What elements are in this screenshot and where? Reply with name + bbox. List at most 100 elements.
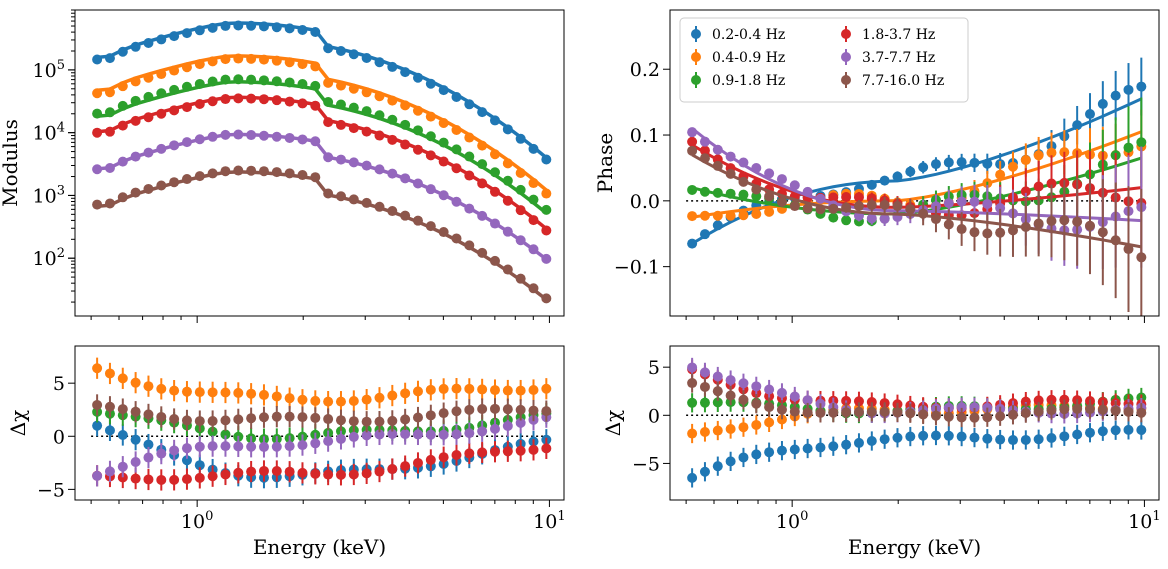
data-point xyxy=(956,157,967,168)
data-point xyxy=(207,22,218,33)
data-point xyxy=(1046,147,1057,158)
y-tick-label: 0.2 xyxy=(630,59,660,81)
data-point xyxy=(143,112,154,123)
data-point xyxy=(92,54,103,65)
data-point xyxy=(751,184,762,195)
y-axis-label: Δχ xyxy=(6,410,30,437)
data-point xyxy=(258,441,269,452)
data-point xyxy=(1097,98,1108,109)
data-point xyxy=(464,404,475,415)
data-point xyxy=(725,188,736,199)
legend-label: 7.7-16.0 Hz xyxy=(862,73,944,89)
data-point xyxy=(271,131,282,142)
data-point xyxy=(425,221,436,232)
data-point xyxy=(181,386,192,397)
data-point xyxy=(117,100,128,111)
data-point xyxy=(361,430,372,441)
data-point xyxy=(284,23,295,34)
data-point xyxy=(1007,409,1018,420)
data-point xyxy=(1020,155,1031,166)
data-point xyxy=(489,218,500,229)
data-point xyxy=(258,465,269,476)
data-point xyxy=(207,471,218,482)
data-point xyxy=(995,169,1006,180)
data-point xyxy=(1123,244,1134,255)
data-point xyxy=(725,151,736,162)
data-point xyxy=(335,191,346,202)
data-point xyxy=(92,470,103,481)
data-point xyxy=(181,174,192,185)
data-point xyxy=(1136,252,1147,263)
data-point xyxy=(1097,227,1108,238)
data-point xyxy=(438,227,449,238)
legend-marker xyxy=(841,52,851,62)
data-point xyxy=(1007,225,1018,236)
data-point xyxy=(815,204,826,215)
data-point xyxy=(297,98,308,109)
data-point xyxy=(310,100,321,111)
data-point xyxy=(297,467,308,478)
data-point xyxy=(438,383,449,394)
data-point xyxy=(387,390,398,401)
data-point xyxy=(1084,220,1095,231)
data-point xyxy=(489,446,500,457)
data-point xyxy=(956,431,967,442)
data-point xyxy=(374,429,385,440)
data-point xyxy=(699,186,710,197)
data-point xyxy=(130,406,141,417)
data-point xyxy=(117,81,128,92)
data-point xyxy=(246,388,257,399)
data-point xyxy=(815,407,826,418)
data-point xyxy=(699,229,710,240)
data-point xyxy=(233,165,244,176)
data-point xyxy=(1033,218,1044,229)
data-point xyxy=(181,455,192,466)
data-point xyxy=(169,177,180,188)
data-point xyxy=(117,472,128,483)
data-point xyxy=(776,414,787,425)
data-point xyxy=(451,450,462,461)
data-point xyxy=(995,411,1006,422)
data-point xyxy=(220,20,231,31)
data-point xyxy=(233,53,244,64)
data-point xyxy=(1072,120,1083,131)
data-point xyxy=(194,134,205,145)
data-point xyxy=(853,437,864,448)
data-point xyxy=(284,168,295,179)
data-point xyxy=(387,95,398,106)
data-point xyxy=(143,147,154,158)
data-point xyxy=(348,431,359,442)
data-point xyxy=(477,384,488,395)
data-point xyxy=(528,385,539,396)
data-point xyxy=(687,472,698,483)
data-point xyxy=(802,407,813,418)
series-0.9-1.8-Hz xyxy=(92,74,552,215)
data-point xyxy=(156,108,167,119)
data-point xyxy=(348,416,359,427)
data-point xyxy=(348,157,359,168)
data-point xyxy=(930,159,941,170)
series-7.7-16.0-Hz xyxy=(92,394,552,433)
data-point xyxy=(1097,426,1108,437)
data-point xyxy=(104,87,115,98)
data-point xyxy=(400,414,411,425)
data-point xyxy=(995,203,1006,214)
data-point xyxy=(387,415,398,426)
data-point xyxy=(502,404,513,415)
data-point xyxy=(246,53,257,64)
data-point xyxy=(181,474,192,485)
legend-item: 3.7-7.7 Hz xyxy=(841,49,935,66)
data-point xyxy=(374,130,385,141)
data-point xyxy=(464,383,475,394)
data-point xyxy=(866,436,877,447)
data-point xyxy=(374,110,385,121)
data-point xyxy=(1033,395,1044,406)
data-point xyxy=(310,172,321,183)
x-tick-label: 100 xyxy=(181,509,213,533)
data-point xyxy=(1072,429,1083,440)
data-point xyxy=(879,175,890,186)
data-point xyxy=(169,385,180,396)
data-point xyxy=(969,402,980,413)
data-point xyxy=(1123,142,1134,153)
